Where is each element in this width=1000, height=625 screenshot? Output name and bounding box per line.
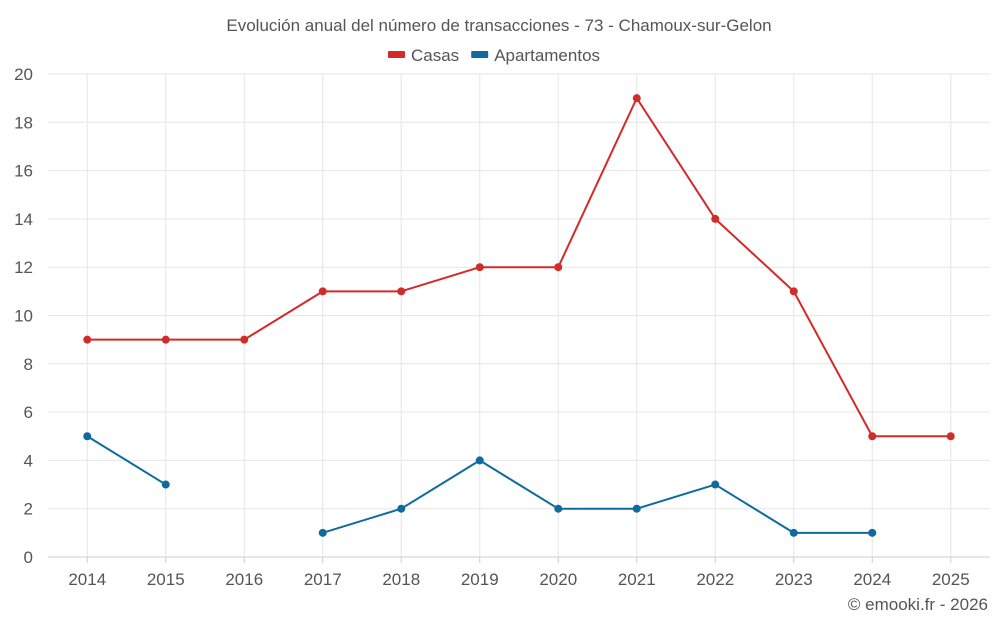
legend[interactable]: Casas Apartamentos — [388, 46, 600, 65]
legend-item-apartamentos[interactable]: Apartamentos — [471, 46, 600, 65]
series-casas — [83, 94, 955, 441]
grid — [48, 73, 990, 563]
y-tick-label: 8 — [24, 355, 33, 374]
y-tick-label: 12 — [14, 258, 33, 277]
data-point[interactable] — [789, 528, 798, 537]
data-point[interactable] — [83, 432, 92, 441]
x-tick-label: 2021 — [618, 570, 656, 589]
y-axis: 0 2 4 6 8 10 12 14 16 18 20 — [14, 65, 33, 567]
legend-swatch — [471, 51, 489, 58]
data-point[interactable] — [554, 504, 563, 513]
data-point[interactable] — [318, 287, 327, 296]
data-point[interactable] — [711, 480, 720, 489]
legend-item-casas[interactable]: Casas — [388, 46, 459, 65]
data-point[interactable] — [632, 94, 641, 103]
legend-label: Casas — [411, 46, 459, 65]
x-tick-label: 2016 — [225, 570, 263, 589]
x-tick-label: 2024 — [853, 570, 891, 589]
series-line — [322, 459, 873, 534]
x-tick-label: 2014 — [68, 570, 106, 589]
credit-text: © emooki.fr - 2026 — [848, 595, 988, 614]
y-tick-label: 6 — [24, 403, 33, 422]
data-point[interactable] — [240, 335, 249, 344]
x-tick-label: 2023 — [775, 570, 813, 589]
data-point[interactable] — [868, 432, 877, 441]
y-tick-label: 2 — [24, 500, 33, 519]
series-group — [83, 94, 955, 537]
x-tick-label: 2019 — [461, 570, 499, 589]
data-point[interactable] — [632, 504, 641, 513]
x-tick-label: 2015 — [147, 570, 185, 589]
data-point[interactable] — [161, 335, 170, 344]
legend-label: Apartamentos — [494, 46, 600, 65]
x-tick-label: 2025 — [932, 570, 970, 589]
y-tick-label: 14 — [14, 210, 33, 229]
y-tick-label: 10 — [14, 307, 33, 326]
data-point[interactable] — [161, 480, 170, 489]
data-point[interactable] — [554, 263, 563, 272]
legend-swatch — [388, 51, 405, 58]
data-point[interactable] — [83, 335, 92, 344]
y-tick-label: 16 — [14, 162, 33, 181]
chart-title: Evolución anual del número de transaccio… — [226, 16, 771, 35]
y-tick-label: 20 — [14, 65, 33, 84]
y-tick-label: 4 — [24, 451, 33, 470]
data-point[interactable] — [868, 528, 877, 537]
data-point[interactable] — [397, 504, 406, 513]
data-point[interactable] — [475, 263, 484, 272]
x-tick-label: 2017 — [304, 570, 342, 589]
data-point[interactable] — [711, 214, 720, 223]
data-point[interactable] — [397, 287, 406, 296]
data-point[interactable] — [946, 432, 955, 441]
x-axis: 2014 2015 2016 2017 2018 2019 2020 2021 2022 2023… — [68, 570, 969, 589]
x-tick-label: 2018 — [382, 570, 420, 589]
x-tick-label: 2020 — [539, 570, 577, 589]
y-tick-label: 18 — [14, 113, 33, 132]
data-point[interactable] — [318, 528, 327, 537]
series-line — [86, 435, 167, 486]
data-point[interactable] — [789, 287, 798, 296]
data-point[interactable] — [475, 456, 484, 465]
y-tick-label: 0 — [24, 548, 33, 567]
series-line — [87, 97, 951, 438]
series-apartamentos — [83, 432, 877, 537]
x-tick-label: 2022 — [696, 570, 734, 589]
